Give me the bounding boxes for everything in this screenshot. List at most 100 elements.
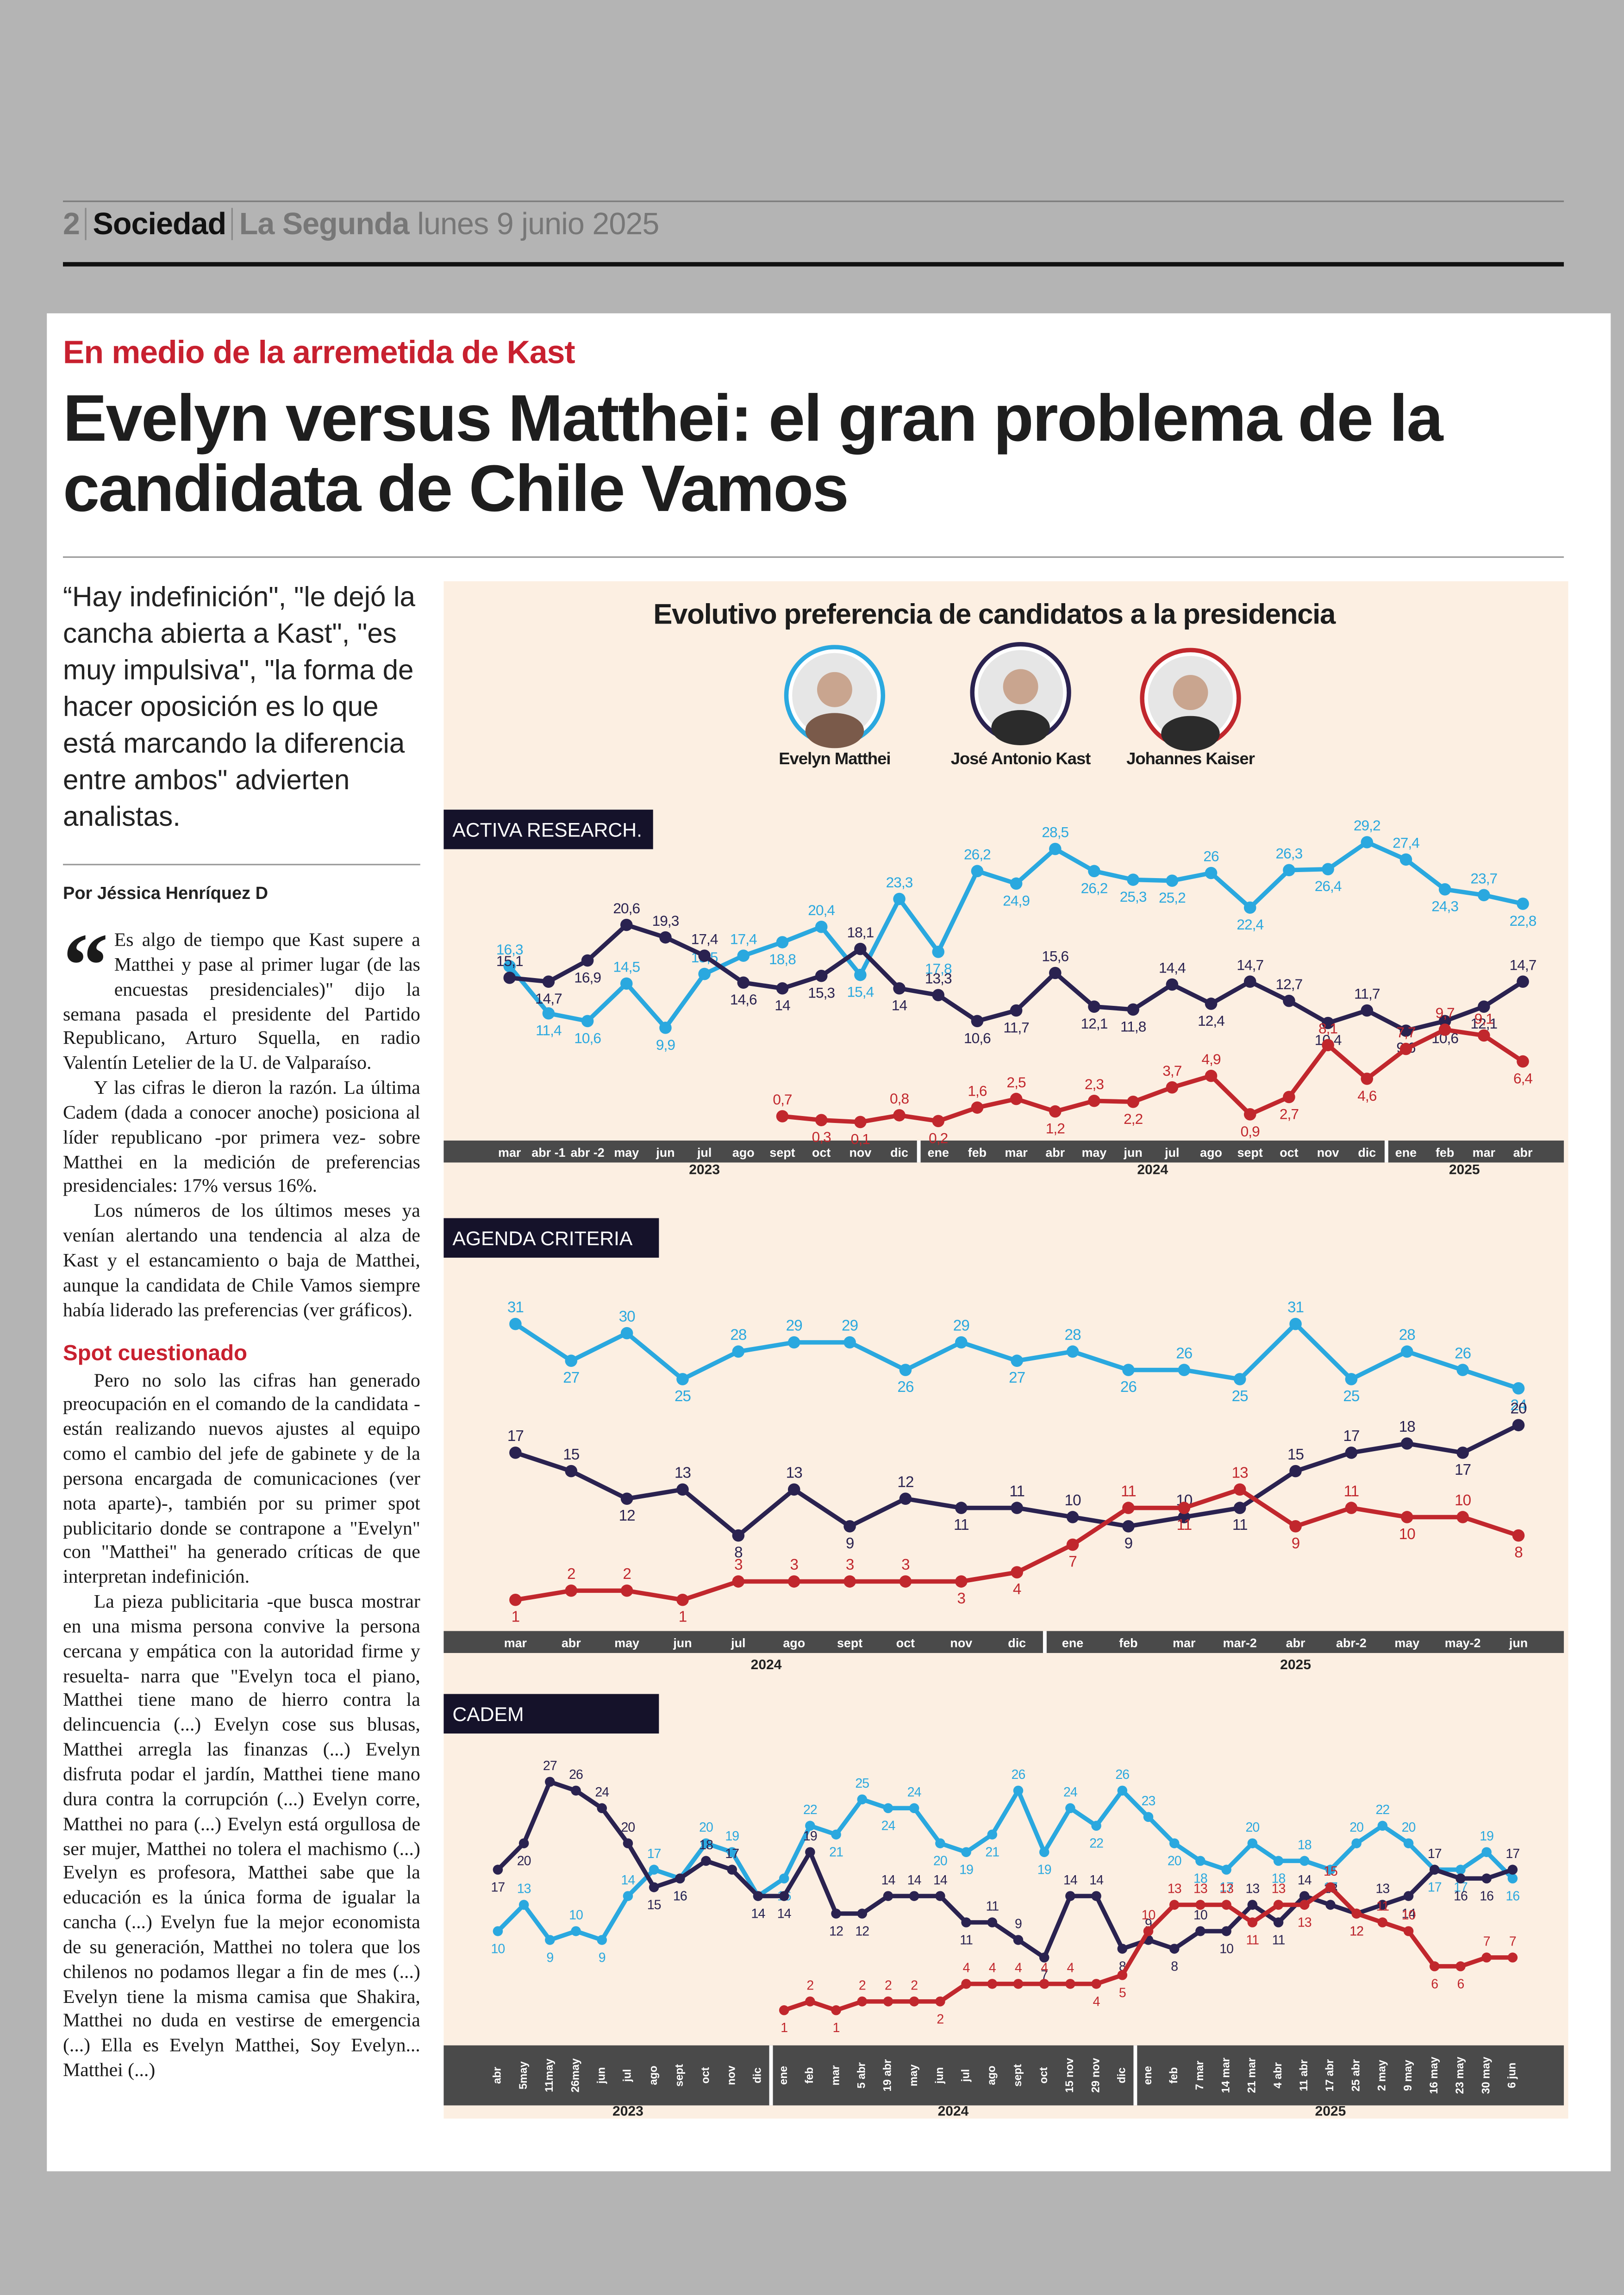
data-point [1039,1952,1049,1963]
data-label: 9 [599,1950,606,1965]
x-tick-label: sept [1012,2064,1024,2087]
data-point [1325,1882,1336,1892]
page-header: 2 Sociedad La Segunda lunes 9 junio 2025 [63,208,659,243]
data-label: 29 [786,1317,802,1335]
data-label: 11 [1009,1483,1024,1500]
paragraph: La pieza publicitaria -que busca mostrar… [63,1590,420,2081]
data-label: 24 [881,1819,895,1834]
data-label: 6 [1431,1977,1438,1991]
data-point [1143,1812,1154,1822]
series-line [496,1779,1513,1960]
x-tick-label: sept [1237,1146,1263,1160]
data-point [571,1785,581,1796]
data-label: 10 [1219,1941,1233,1956]
data-label: 14 [777,1907,791,1921]
data-label: 16,9 [574,969,601,985]
data-point [701,1856,711,1866]
data-point [1122,1520,1135,1533]
data-point [1283,864,1295,877]
data-label: 13 [1232,1465,1248,1482]
data-point [843,1336,856,1349]
data-point [1066,1511,1079,1523]
data-label: 3,7 [1162,1062,1181,1079]
data-label: 12 [855,1924,869,1939]
data-label: 19 [1480,1829,1493,1844]
x-tick-label: jun [1509,1636,1528,1650]
data-label: 28 [730,1327,747,1344]
x-tick-label: nov [950,1636,972,1650]
data-label: 15,3 [808,985,835,1001]
data-label: 11 [960,1933,973,1947]
portrait-head [1003,669,1038,705]
data-label: 21 [829,1845,843,1860]
data-label: 0,9 [1241,1123,1260,1140]
data-point [1322,863,1334,875]
x-tick-label: 16 may [1428,2057,1440,2094]
x-tick-label: 23 may [1454,2057,1466,2094]
data-point [1481,1873,1492,1883]
data-point [1233,1502,1246,1514]
data-point [1011,1354,1023,1367]
year-label: 2024 [938,2104,969,2119]
data-label: 20 [1168,1854,1181,1869]
data-point [1283,1091,1295,1104]
x-tick-label: ago [732,1146,755,1160]
data-label: 26 [569,1767,583,1782]
data-label: 4,9 [1201,1051,1220,1067]
data-point [883,1803,893,1814]
data-label: 15,6 [1042,948,1068,965]
x-tick-label: dic [890,1146,908,1160]
data-point [932,946,945,958]
data-point [1178,1511,1191,1523]
data-point [787,1575,800,1588]
data-point [503,972,516,984]
data-point [1221,1900,1231,1910]
x-tick-label: mar [498,1146,521,1160]
data-point [857,1908,868,1919]
data-label: 29 [842,1317,858,1335]
data-point [1243,901,1256,914]
data-point [1283,994,1295,1007]
x-tick-label: mar [1473,1146,1496,1160]
data-point [676,1483,689,1496]
data-label: 26 [1012,1767,1025,1782]
data-label: 7 [1068,1553,1077,1571]
data-point [1361,1073,1374,1085]
data-point [1066,1345,1079,1358]
kicker: En medio de la arremetida de Kast [63,334,575,371]
data-point [899,1364,912,1376]
data-point [620,918,633,931]
data-point [1345,1447,1358,1459]
data-label: 11,4 [536,1022,562,1039]
data-label: 28 [1399,1327,1416,1344]
x-tick-label: jun [596,2067,608,2084]
data-label: 20,4 [808,902,835,918]
candidate-name: Evelyn Matthei [779,749,890,768]
data-label: 4 [1013,1581,1021,1598]
data-point [1122,1502,1135,1514]
x-tick-label: ago [1200,1146,1222,1160]
data-label: 2 [885,1978,892,1993]
data-point [776,936,789,948]
data-point [1399,1042,1412,1055]
data-point [581,954,594,967]
x-tick-label: mar [830,2065,842,2086]
data-label: 4,6 [1357,1087,1376,1104]
data-point [620,977,633,990]
data-point [1233,1373,1246,1385]
data-point [961,1979,971,1989]
infographic-title: Evolutivo preferencia de candidatos a la… [653,598,1336,630]
data-point [955,1336,968,1349]
data-point [1455,1961,1466,1971]
x-tick-label: jul [622,2069,634,2083]
data-label: 1 [512,1609,520,1626]
data-point [883,1996,893,2007]
data-label: 14 [892,997,907,1014]
data-label: 11,7 [1354,985,1380,1002]
data-point [1091,1821,1101,1831]
data-label: 14 [933,1873,947,1888]
x-tick-label: 11may [543,2058,556,2092]
data-point [676,1373,689,1385]
data-label: 27,4 [1393,835,1419,851]
data-label: 4 [1041,1961,1048,1976]
